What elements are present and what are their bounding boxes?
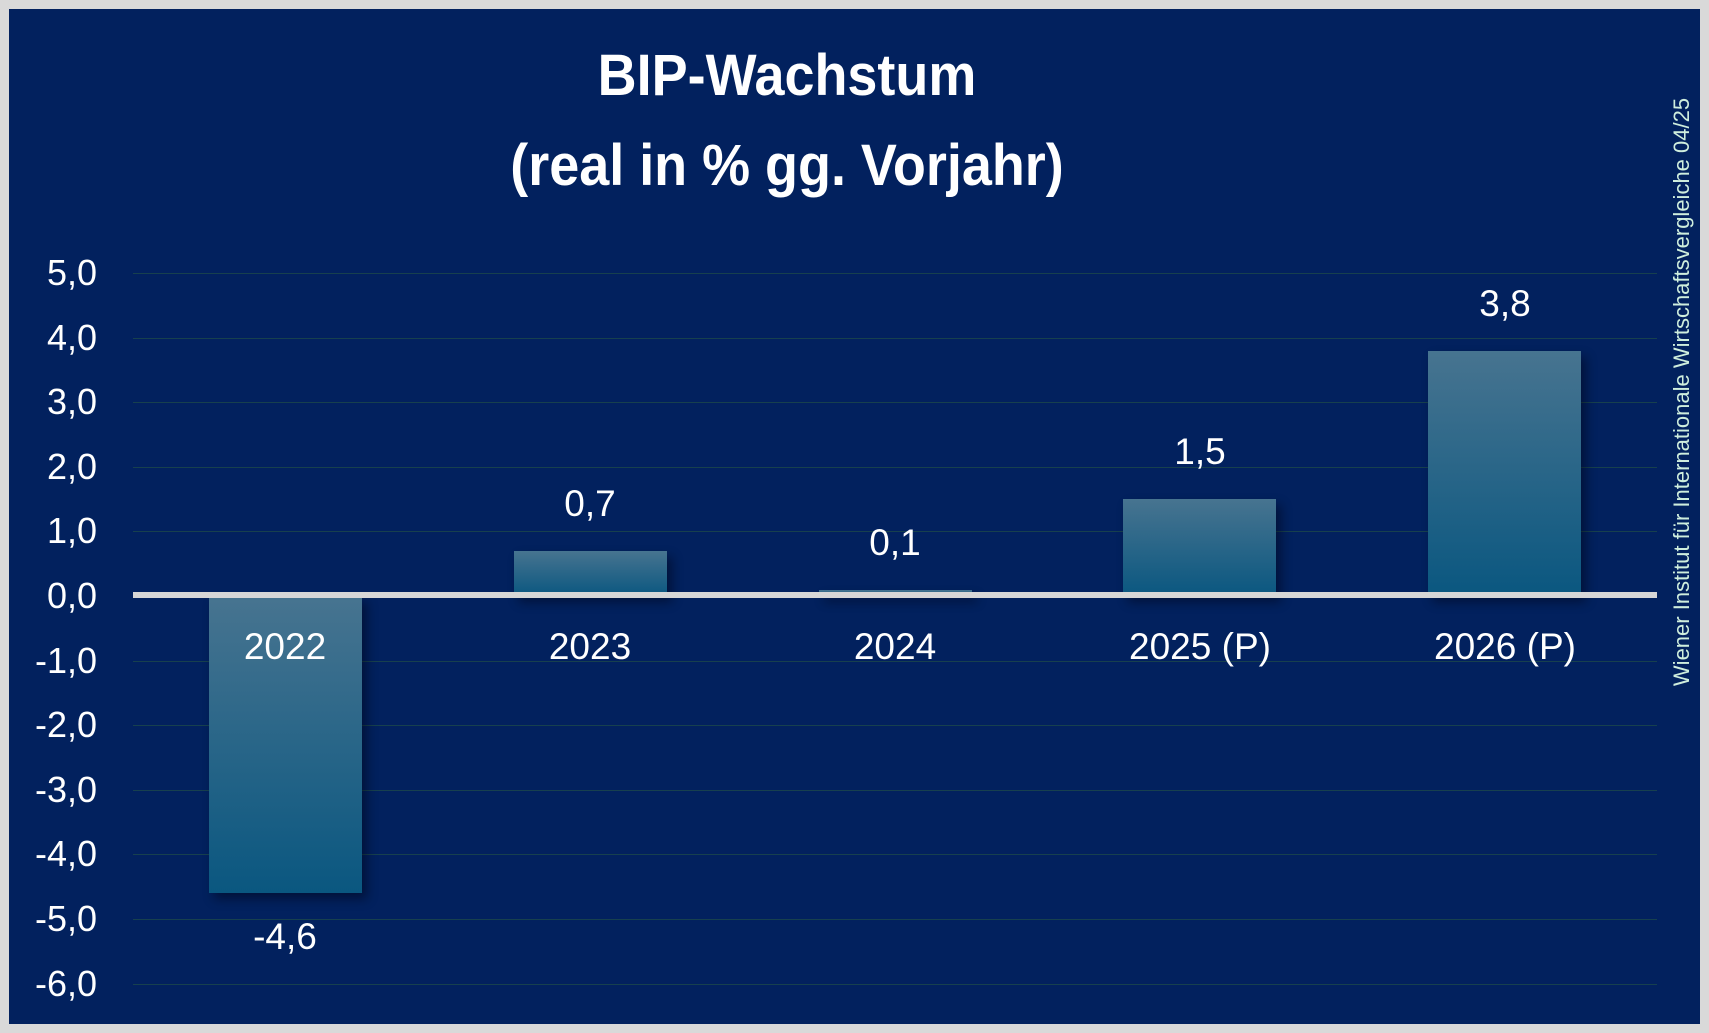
chart-title-line1: BIP-Wachstum xyxy=(597,43,977,108)
value-label: -4,6 xyxy=(253,916,317,957)
y-axis-tick-label: 1,0 xyxy=(46,510,97,551)
y-axis-tick-label: -6,0 xyxy=(34,963,97,1004)
bar-2026P xyxy=(1428,351,1581,596)
gridline xyxy=(133,467,1657,468)
bar-2025P xyxy=(1123,499,1276,596)
plot-area: 5,0 4,0 3,0 2,0 1,0 0,0 -1,0 -2,0 -3,0 -4,0 -5,0 -6… xyxy=(9,9,1700,1024)
y-axis-tick-label: 2,0 xyxy=(46,446,97,487)
gridline xyxy=(133,338,1657,339)
category-label: 2025 (P) xyxy=(1129,626,1271,667)
gridline xyxy=(133,919,1657,920)
chart-title: BIP-Wachstum (real in % gg. Vorjahr) xyxy=(63,31,1510,211)
y-axis-tick-label: -3,0 xyxy=(34,769,97,810)
y-axis-tick-label: 5,0 xyxy=(46,252,97,293)
value-label: 3,8 xyxy=(1479,283,1531,324)
y-axis-tick-label: -2,0 xyxy=(34,704,97,745)
gridline xyxy=(133,984,1657,985)
y-axis-tick-label: -4,0 xyxy=(34,833,97,874)
gridline xyxy=(133,725,1657,726)
y-axis-tick-label: 0,0 xyxy=(46,575,97,616)
source-note: Wiener Institut für Internationale Wirts… xyxy=(1669,97,1694,687)
gridline xyxy=(133,273,1657,274)
category-label: 2022 xyxy=(243,626,327,667)
value-label: 0,1 xyxy=(869,522,921,563)
y-axis-tick-label: -5,0 xyxy=(34,898,97,939)
bar-2022 xyxy=(209,596,362,893)
gridline xyxy=(133,661,1657,662)
category-label: 2026 (P) xyxy=(1434,626,1576,667)
gridline xyxy=(133,531,1657,532)
bar-2023 xyxy=(514,551,667,596)
category-label: 2023 xyxy=(548,626,632,667)
gridline xyxy=(133,854,1657,855)
chart-title-line2: (real in % gg. Vorjahr) xyxy=(510,133,1064,198)
y-axis-tick-label: 3,0 xyxy=(46,381,97,422)
value-label: 0,7 xyxy=(564,483,616,524)
y-axis-tick-label: -1,0 xyxy=(34,640,97,681)
category-label: 2024 xyxy=(853,626,937,667)
y-axis-tick-label: 4,0 xyxy=(46,317,97,358)
gridline xyxy=(133,790,1657,791)
zero-axis-line xyxy=(133,592,1657,598)
gridline xyxy=(133,402,1657,403)
value-label: 1,5 xyxy=(1174,431,1226,472)
